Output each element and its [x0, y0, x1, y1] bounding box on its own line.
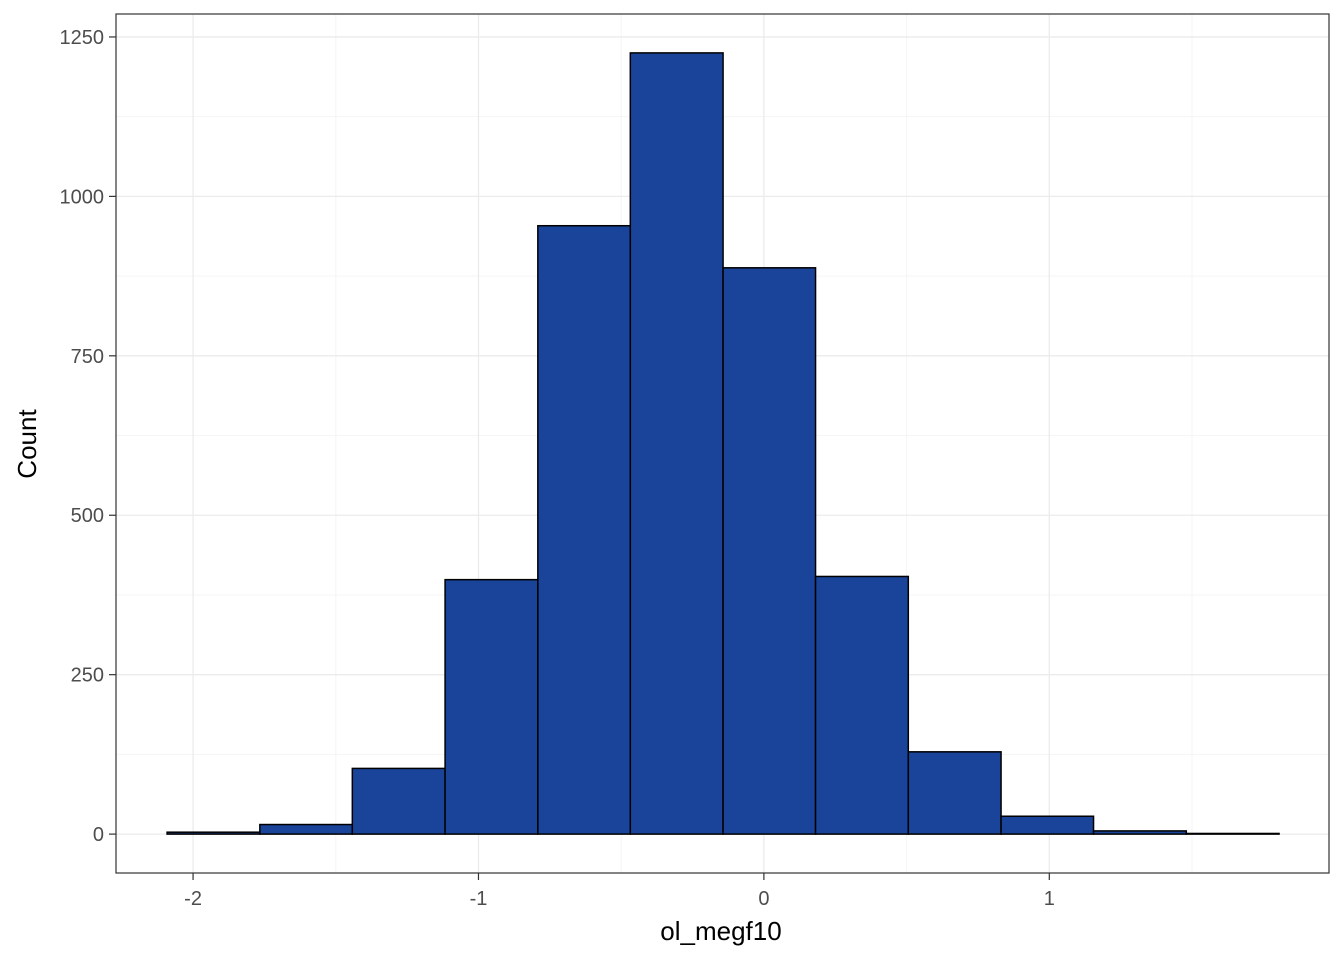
histogram-bar: [814, 575, 910, 835]
histogram-bar: [907, 751, 1002, 835]
x-tick-label: -1: [470, 888, 488, 910]
histogram-bar: [351, 767, 446, 835]
x-tick-label: 1: [1044, 888, 1055, 910]
histogram-bars: [166, 52, 1280, 835]
x-axis-title: ol_megf10: [660, 916, 781, 946]
histogram-bar: [1092, 830, 1188, 835]
y-tick-label: 0: [93, 824, 104, 846]
panel-border: [115, 13, 1330, 874]
histogram-bar: [722, 267, 817, 835]
histogram-bar: [259, 823, 354, 835]
y-axis: 0 250 500 750 1000 1250: [60, 27, 116, 846]
histogram-bar: [629, 52, 724, 835]
y-tick-label: 250: [71, 665, 104, 687]
y-tick-label: 500: [71, 505, 104, 527]
x-tick-label: -2: [184, 888, 202, 910]
histogram-bar: [444, 578, 539, 835]
histogram-bar: [166, 831, 261, 835]
x-tick-label: 0: [758, 888, 769, 910]
y-axis-title: Count: [12, 409, 42, 479]
histogram-bar: [1000, 815, 1095, 835]
y-tick-label: 1250: [60, 27, 105, 49]
histogram-bar: [537, 224, 632, 835]
y-tick-label: 750: [71, 346, 104, 368]
y-tick-label: 1000: [60, 186, 105, 208]
x-axis: -2 -1 0 1: [184, 873, 1055, 910]
histogram-bar: [1185, 832, 1280, 835]
